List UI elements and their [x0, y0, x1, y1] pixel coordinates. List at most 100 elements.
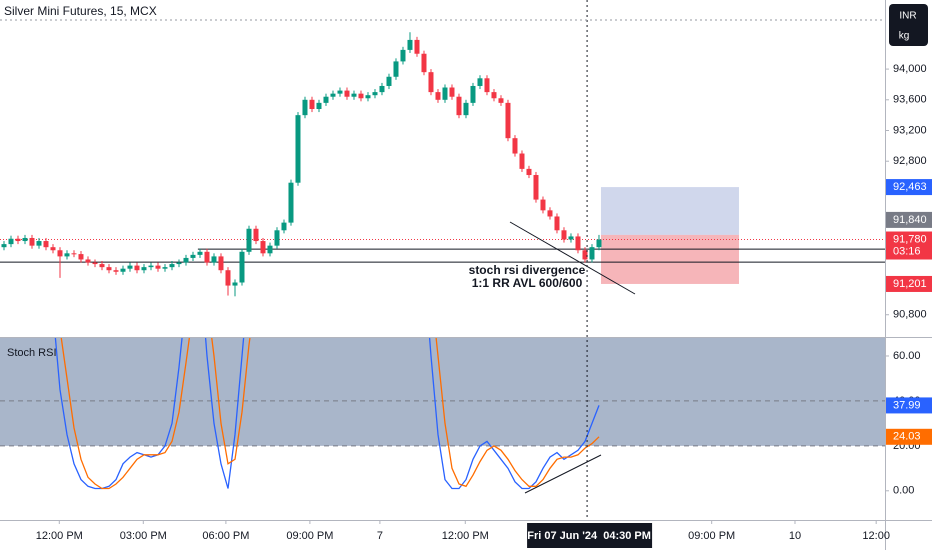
candle-body: [211, 256, 217, 263]
candle-body: [554, 216, 560, 231]
candle-body: [589, 247, 595, 260]
candle-body: [92, 262, 98, 265]
candle-body: [386, 76, 392, 86]
unit: kg: [899, 31, 910, 42]
candle-body: [8, 238, 14, 245]
candle-body: [526, 168, 532, 176]
candle-body: [582, 250, 588, 260]
candle-body: [547, 210, 553, 217]
candle-body: [78, 254, 84, 260]
candle-body: [372, 92, 378, 96]
candle-body: [421, 53, 427, 73]
price-tag: 92,463: [893, 181, 927, 193]
candle-body: [505, 102, 511, 139]
y-tick-label: 93,200: [893, 124, 927, 136]
y-tick-label: 0.00: [893, 485, 914, 497]
y-tick-label: 94,000: [893, 63, 927, 75]
price-tag: 91,201: [893, 278, 927, 290]
candle-body: [43, 241, 49, 248]
currency: INR: [899, 11, 916, 22]
candle-body: [120, 268, 126, 272]
price-tag: 91,840: [893, 214, 927, 226]
candle-body: [162, 267, 168, 269]
candle-body: [484, 78, 490, 93]
candle-body: [29, 237, 35, 246]
candle-body: [295, 115, 301, 183]
x-tick-label: 09:00 PM: [688, 530, 735, 542]
candle-body: [134, 265, 140, 271]
candle-body: [330, 93, 336, 97]
candle-body: [456, 96, 462, 116]
y-tick-label: 92,800: [893, 155, 927, 167]
candle-body: [309, 99, 315, 110]
candle-body: [169, 264, 175, 268]
countdown: 03:16: [893, 245, 921, 257]
current-tag-bg: [886, 231, 932, 260]
candle-body: [225, 270, 231, 286]
candle-body: [519, 153, 525, 169]
candle-body: [337, 90, 343, 94]
x-tick-label: 06:00 PM: [202, 530, 249, 542]
candle-body: [57, 250, 63, 257]
value-tag-bg: [886, 428, 932, 445]
candle-body: [176, 262, 182, 265]
price-tag-bg: [886, 179, 932, 196]
value-tag-bg: [886, 397, 932, 414]
x-tick-label: 12:00 PM: [36, 530, 83, 542]
candle-body: [106, 267, 112, 271]
candle-body: [260, 241, 266, 254]
candle-body: [155, 265, 161, 269]
annotation: stoch rsi divergence: [469, 263, 586, 277]
x-tick-label: 7: [377, 530, 383, 542]
candle-body: [232, 282, 238, 286]
candle-body: [50, 247, 56, 251]
candle-body: [71, 253, 77, 255]
candle-body: [533, 175, 539, 200]
y-tick-label: 60.00: [893, 350, 921, 362]
stoch-pane: [0, 338, 885, 494]
x-tick-label: 12:00 PM: [442, 530, 489, 542]
stoch-band: [0, 338, 885, 446]
unit-box: [889, 4, 928, 46]
candle-body: [141, 267, 147, 271]
candle-body: [561, 230, 567, 240]
value-tag: 37.99: [893, 399, 921, 411]
candle-body: [281, 222, 287, 231]
candle-body: [407, 39, 413, 50]
candle-body: [316, 102, 322, 110]
x-tick-label: 12:00: [862, 530, 890, 542]
candle-body: [435, 92, 441, 100]
divergence-line: [524, 454, 602, 494]
candle-body: [190, 254, 196, 258]
candle-body: [85, 259, 91, 263]
candle-body: [358, 93, 364, 99]
candle-body: [148, 265, 154, 268]
candle-body: [379, 85, 385, 93]
price-tag-bg: [886, 275, 932, 292]
candle-body: [1, 244, 7, 248]
candle-body: [302, 99, 308, 116]
stop-zone: [600, 234, 739, 284]
pane-title: Stoch RSI: [7, 347, 57, 359]
candle-body: [365, 95, 371, 99]
value-tag: 24.03: [893, 431, 921, 443]
candle-body: [596, 239, 602, 248]
candle-body: [127, 265, 133, 269]
candle-body: [414, 39, 420, 54]
candle-body: [470, 85, 476, 103]
candle-body: [36, 241, 42, 246]
candle-body: [491, 92, 497, 99]
candle-body: [323, 96, 329, 103]
candle-body: [575, 236, 581, 251]
candle-body: [463, 102, 469, 116]
stoch-line: [60, 338, 600, 490]
candle-body: [99, 264, 105, 268]
candle-body: [449, 87, 455, 97]
candle-body: [351, 93, 357, 97]
candle-body: [267, 245, 273, 254]
candle-body: [239, 251, 245, 283]
trend-line: [509, 221, 636, 295]
